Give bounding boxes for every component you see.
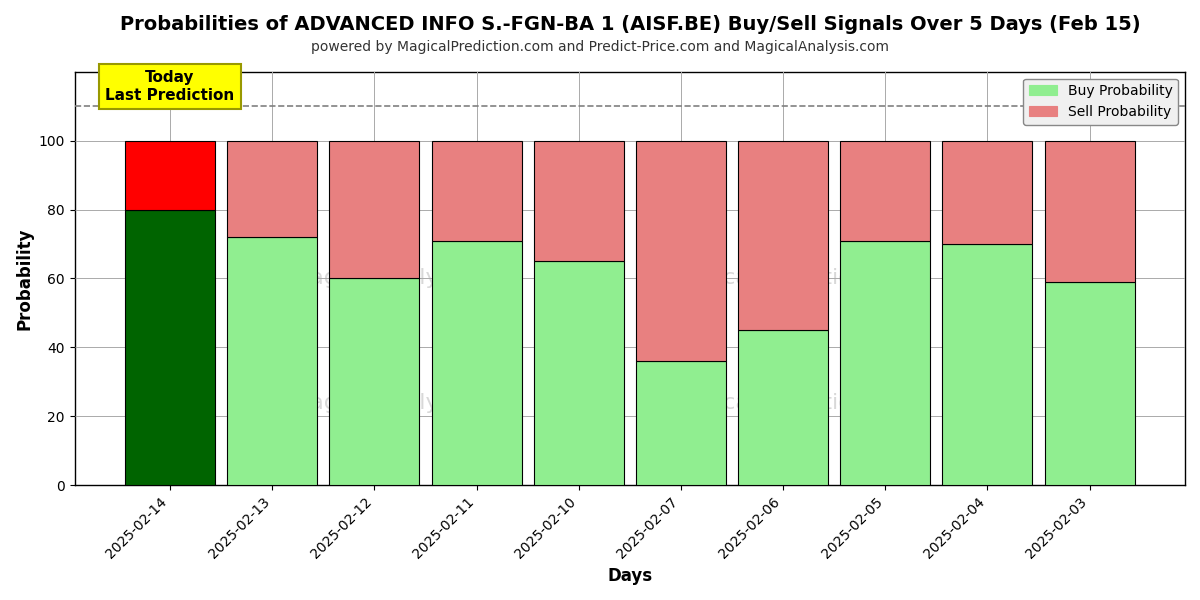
Bar — [942, 140, 1032, 244]
Bar — [636, 361, 726, 485]
Bar — [227, 237, 317, 485]
Bar — [738, 330, 828, 485]
Text: MagicalAnalysis.com: MagicalAnalysis.com — [292, 392, 523, 413]
Bar — [534, 140, 624, 261]
Text: MagicalPrediction.com: MagicalPrediction.com — [671, 268, 922, 289]
Bar — [432, 140, 522, 241]
Bar — [1045, 140, 1134, 282]
Bar — [840, 140, 930, 241]
Title: Probabilities of ADVANCED INFO S.-FGN-BA 1 (AISF.BE) Buy/Sell Signals Over 5 Day: Probabilities of ADVANCED INFO S.-FGN-BA… — [120, 15, 1140, 34]
Bar — [738, 140, 828, 330]
Legend: Buy Probability, Sell Probability: Buy Probability, Sell Probability — [1024, 79, 1178, 125]
Bar — [840, 241, 930, 485]
X-axis label: Days: Days — [607, 567, 653, 585]
Text: MagicalAnalysis.com: MagicalAnalysis.com — [292, 268, 523, 289]
Y-axis label: Probability: Probability — [16, 227, 34, 330]
Bar — [330, 140, 419, 278]
Bar — [227, 140, 317, 237]
Text: powered by MagicalPrediction.com and Predict-Price.com and MagicalAnalysis.com: powered by MagicalPrediction.com and Pre… — [311, 40, 889, 54]
Bar — [636, 140, 726, 361]
Text: MagicalPrediction.com: MagicalPrediction.com — [671, 392, 922, 413]
Bar — [432, 241, 522, 485]
Bar — [1045, 282, 1134, 485]
Text: Today
Last Prediction: Today Last Prediction — [106, 70, 235, 103]
Bar — [330, 278, 419, 485]
Bar — [125, 209, 215, 485]
Bar — [125, 140, 215, 209]
Bar — [942, 244, 1032, 485]
Bar — [534, 261, 624, 485]
